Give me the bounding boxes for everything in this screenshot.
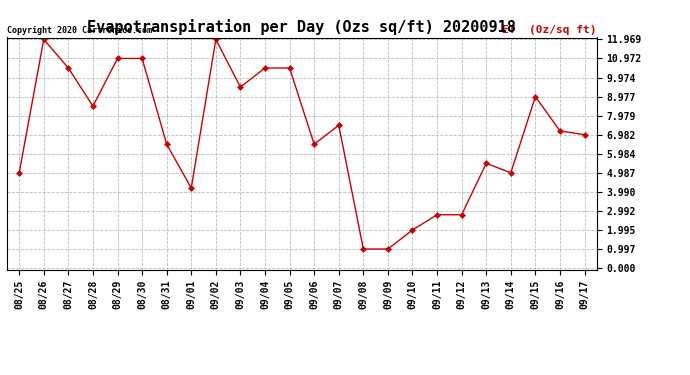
Text: ET  (0z/sq ft): ET (0z/sq ft) — [502, 25, 597, 35]
Text: Copyright 2020 Cartronics.com: Copyright 2020 Cartronics.com — [7, 26, 152, 35]
Title: Evapotranspiration per Day (Ozs sq/ft) 20200918: Evapotranspiration per Day (Ozs sq/ft) 2… — [88, 19, 516, 35]
